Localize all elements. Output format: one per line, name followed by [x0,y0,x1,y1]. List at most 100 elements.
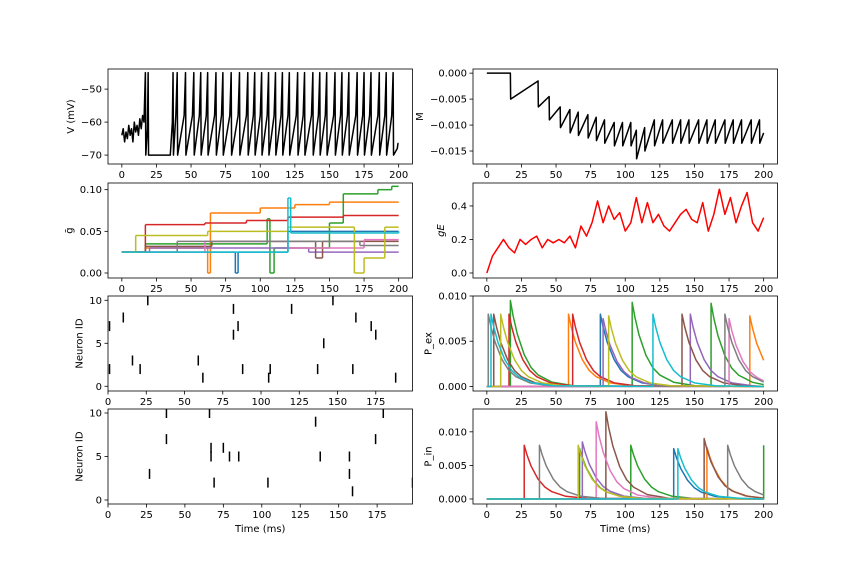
x-tick-label: 125 [291,510,310,521]
x-tick-label: 0 [119,170,125,181]
x-tick-label: 175 [720,284,739,295]
y-tick-label: 0 [96,495,102,506]
x-tick-label: 75 [217,510,230,521]
x-tick-label: 75 [584,397,597,408]
y-tick-label: 0.005 [438,337,467,348]
x-tick-label: 75 [216,397,229,408]
y-axis-label: P_ex [423,332,434,355]
line [486,446,764,500]
line [486,441,764,500]
line [486,421,764,500]
x-tick-label: 0 [484,170,490,181]
y-axis-label: Neuron ID [74,431,85,481]
x-tick-label: 150 [685,284,704,295]
x-tick-label: 25 [150,170,163,181]
x-tick-label: 50 [178,397,191,408]
x-tick-label: 150 [685,170,704,181]
y-tick-label: −0.005 [430,95,467,106]
line [486,447,764,500]
x-tick-label: 25 [140,397,153,408]
plot-area [148,409,413,497]
y-tick-label: −50 [81,85,102,96]
x-tick-label: 0 [484,510,490,521]
line [486,447,764,500]
x-tick-label: 0 [119,284,125,295]
x-tick-label: 50 [550,170,563,181]
x-tick-label: 125 [285,284,304,295]
x-tick-label: 150 [685,510,704,521]
x-tick-label: 75 [584,170,597,181]
x-tick-label: 50 [179,510,192,521]
x-tick-label: 75 [219,170,232,181]
x-tick-label: 75 [584,510,597,521]
x-tick-label: 100 [616,397,635,408]
y-tick-label: 0.000 [438,382,467,393]
line [486,299,764,388]
panel: 0 25 50 75 100 125 150 175 0 5 10 Neuron ID Time (ms… [74,409,413,535]
x-tick-label: 125 [285,170,304,181]
x-tick-label: 0 [484,397,490,408]
axes-frame [107,182,413,279]
x-tick-label: 125 [290,397,309,408]
panel: 0 25 50 75 100 125 150 175 200 0.000 0.005 0.010 P_e… [423,292,778,408]
x-tick-label: 0 [105,397,111,408]
x-tick-label: 175 [368,510,387,521]
x-tick-label: 100 [616,284,635,295]
axes-frame [472,68,778,165]
x-tick-label: 200 [754,510,773,521]
x-tick-label: 175 [720,510,739,521]
x-tick-label: 100 [616,170,635,181]
line [486,317,765,388]
x-axis-label: Time (ms) [599,524,651,535]
y-tick-label: 0 [96,382,102,393]
x-tick-label: 100 [251,170,270,181]
y-tick-label: 0.4 [451,201,467,212]
x-tick-label: 25 [140,510,153,521]
y-tick-label: 0.0 [451,268,467,279]
line [486,188,765,274]
x-tick-label: 125 [650,510,669,521]
plot-area [486,72,765,160]
y-tick-label: −0.015 [430,147,467,158]
line [486,313,764,388]
y-axis-label: V (mV) [66,99,77,134]
y-tick-label: 0.000 [438,69,467,80]
line [486,313,764,388]
x-tick-label: 100 [616,510,635,521]
x-tick-label: 125 [650,170,669,181]
y-tick-label: 5 [96,339,102,350]
x-tick-label: 150 [320,284,339,295]
x-tick-label: 175 [720,170,739,181]
y-tick-label: 0.00 [80,269,102,280]
plot-area [486,410,765,500]
line [486,313,765,388]
y-tick-label: −70 [81,151,102,162]
x-tick-label: 175 [355,170,374,181]
line [486,444,764,500]
panel: 0 25 50 75 100 125 150 175 0 5 10 Neuron ID [74,295,413,408]
x-tick-label: 150 [320,170,339,181]
panel: 0 25 50 75 100 125 150 175 200 −70 −60 −50 V (mV) [66,68,413,181]
x-tick-label: 175 [720,397,739,408]
x-tick-label: 25 [515,170,528,181]
y-tick-label: 10 [89,296,102,307]
x-tick-label: 25 [515,284,528,295]
line [486,444,764,500]
x-tick-label: 50 [550,397,563,408]
y-tick-label: 10 [89,409,102,420]
y-tick-label: 0.10 [80,185,102,196]
plot-area [486,188,765,274]
line [121,71,399,156]
x-tick-label: 200 [754,397,773,408]
y-tick-label: −60 [81,118,102,129]
panel: 0 25 50 75 100 125 150 175 200 0.00 0.05 0.10 ḡ [65,182,413,295]
y-axis-label: gE [436,223,447,236]
line [486,313,764,388]
line [486,444,765,500]
y-axis-label: Neuron ID [74,318,85,368]
x-tick-label: 125 [650,284,669,295]
x-tick-label: 100 [252,510,271,521]
x-tick-label: 0 [105,510,111,521]
y-axis-label: M [415,112,426,121]
